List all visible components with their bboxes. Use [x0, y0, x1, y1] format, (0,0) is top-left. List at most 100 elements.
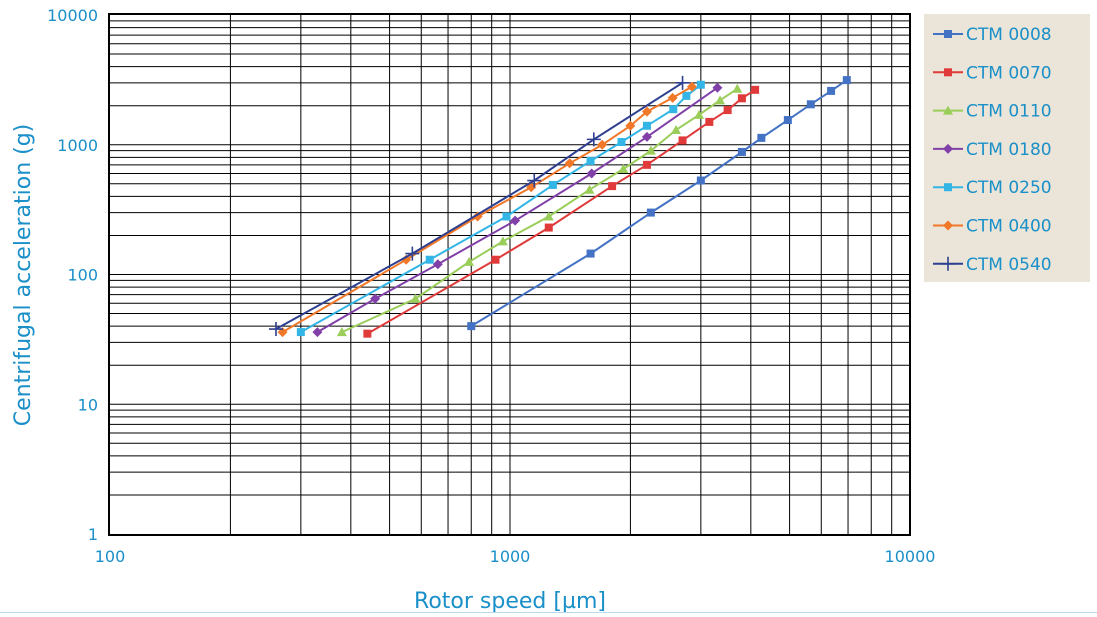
- data-point: [696, 176, 705, 185]
- legend-label: CTM 0250: [966, 178, 1052, 198]
- data-point: [642, 160, 651, 169]
- x-tick-label: 10000: [885, 547, 936, 566]
- y-tick-label: 10000: [47, 6, 98, 25]
- data-point: [410, 293, 421, 303]
- data-point: [510, 215, 521, 226]
- legend: CTM 0008 CTM 0070 CTM 0110 CTM 0180 CTM 0250…: [933, 25, 1052, 275]
- data-point: [363, 329, 372, 338]
- legend-item: CTM 0180: [933, 140, 1052, 160]
- legend-item: CTM 0250: [933, 178, 1052, 198]
- series-layer: [268, 75, 851, 338]
- x-axis-label: Rotor speed [µm]: [414, 589, 606, 614]
- data-point: [715, 95, 726, 105]
- data-point: [527, 173, 542, 188]
- data-point: [783, 116, 792, 125]
- data-point: [425, 255, 434, 264]
- data-point: [597, 139, 608, 150]
- data-point: [806, 100, 815, 109]
- data-point: [737, 94, 746, 103]
- data-point: [544, 223, 553, 232]
- data-point: [696, 80, 705, 89]
- data-point: [827, 86, 836, 95]
- series-line: [470, 79, 848, 327]
- data-point: [268, 322, 283, 337]
- data-point: [941, 256, 955, 271]
- legend-item: CTM 0008: [933, 25, 1052, 45]
- bottom-divider: [0, 612, 1097, 613]
- x-tick-label: 1000: [490, 547, 531, 566]
- data-point: [645, 145, 656, 155]
- data-point: [548, 180, 557, 189]
- legend-label: CTM 0180: [966, 140, 1052, 160]
- x-tick-label: 100: [95, 547, 126, 566]
- y-tick-label: 1: [88, 525, 98, 544]
- data-point: [943, 220, 953, 231]
- data-point: [694, 109, 705, 119]
- series-line: [281, 85, 693, 333]
- data-point: [464, 256, 475, 266]
- y-tick-label: 10: [78, 395, 98, 414]
- data-point: [584, 184, 595, 194]
- data-point: [757, 133, 766, 142]
- data-point: [370, 293, 381, 304]
- data-point: [712, 82, 723, 93]
- legend-label: CTM 0070: [966, 63, 1052, 83]
- legend-label: CTM 0008: [966, 25, 1052, 45]
- grid: [110, 15, 910, 534]
- data-point: [705, 117, 714, 126]
- legend-item: CTM 0070: [933, 63, 1052, 83]
- legend-label: CTM 0540: [966, 255, 1052, 275]
- data-point: [682, 91, 691, 100]
- data-point: [944, 183, 952, 192]
- data-point: [336, 327, 347, 337]
- data-point: [432, 259, 443, 270]
- series-line: [366, 88, 756, 335]
- data-point: [296, 328, 305, 337]
- data-point: [675, 75, 690, 90]
- data-point: [642, 121, 651, 130]
- plot-area-border: [108, 13, 911, 536]
- data-point: [491, 255, 500, 264]
- data-point: [686, 81, 697, 92]
- data-point: [723, 106, 732, 115]
- legend-item: CTM 0540: [933, 255, 1052, 275]
- legend-label: CTM 0110: [966, 102, 1052, 122]
- data-point: [641, 131, 652, 142]
- data-point: [842, 76, 851, 85]
- series-ctm-0070: [363, 85, 760, 338]
- data-point: [669, 105, 678, 114]
- series-ctm-0110: [336, 83, 743, 337]
- data-point: [564, 158, 575, 169]
- data-point: [618, 164, 629, 174]
- series-line: [300, 84, 702, 333]
- tick-labels: 100 1000 10000 1 10 100 1000 10000: [47, 6, 935, 566]
- data-point: [312, 327, 323, 338]
- data-point: [641, 106, 652, 117]
- series-ctm-0540: [268, 75, 690, 337]
- data-point: [944, 30, 952, 38]
- data-point: [667, 92, 678, 103]
- y-axis-label: Centrifugal acceleration (g): [11, 124, 36, 427]
- data-point: [751, 85, 760, 94]
- data-point: [625, 120, 636, 131]
- data-point: [497, 236, 508, 246]
- data-point: [401, 254, 412, 265]
- y-tick-label: 1000: [57, 136, 98, 155]
- data-point: [608, 182, 617, 191]
- data-point: [586, 249, 595, 258]
- data-point: [502, 212, 511, 221]
- data-point: [678, 136, 687, 145]
- legend-item: CTM 0400: [933, 217, 1052, 237]
- y-tick-label: 100: [67, 266, 98, 285]
- legend-label: CTM 0400: [966, 217, 1052, 237]
- data-point: [586, 132, 601, 147]
- data-point: [944, 68, 952, 77]
- series-ctm-0250: [296, 80, 705, 337]
- data-point: [586, 156, 595, 165]
- series-ctm-0008: [467, 76, 851, 331]
- data-point: [737, 147, 746, 156]
- data-point: [467, 322, 476, 331]
- data-point: [543, 211, 554, 221]
- data-point: [670, 124, 681, 134]
